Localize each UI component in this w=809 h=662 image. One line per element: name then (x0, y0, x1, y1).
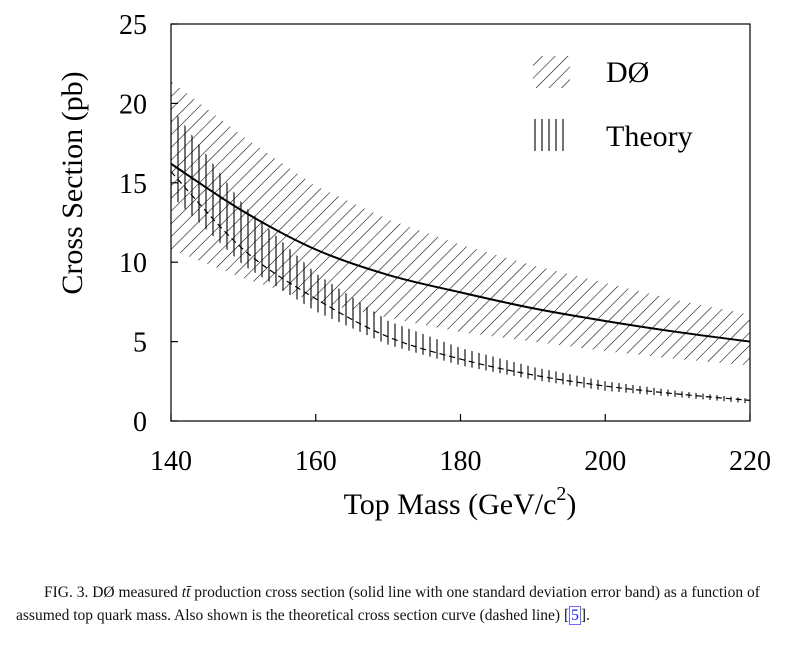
legend-swatch-theory (533, 119, 566, 151)
chart: 140 160 180 200 220 0 5 10 15 20 25 Top Mass (GeV… (56, 10, 771, 521)
legend-swatch-d0 (533, 56, 570, 88)
x-tick-label: 220 (729, 446, 771, 477)
y-axis-title: Cross Section (pb) (56, 71, 89, 294)
series-line-d0 (171, 162, 750, 343)
bands (171, 81, 750, 404)
x-axis-title: Top Mass (GeV/c2) (344, 483, 577, 521)
lines (171, 162, 750, 401)
caption-text-2: production cross section (solid line wit… (16, 584, 760, 624)
y-axis-ticks: 0 5 10 15 20 25 (119, 10, 178, 438)
caption-tt: tt̄ (181, 584, 191, 601)
x-tick-label: 160 (295, 446, 337, 477)
y-tick-label: 10 (119, 248, 147, 279)
x-tick-label: 140 (150, 446, 192, 477)
caption-text-1: FIG. 3. DØ measured (44, 584, 182, 601)
caption-text-3: ]. (580, 607, 590, 624)
x-tick-label: 200 (584, 446, 626, 477)
legend: DØ Theory (533, 56, 693, 153)
legend-label-theory: Theory (606, 120, 693, 153)
band-theory (171, 106, 750, 404)
y-tick-label: 20 (119, 89, 147, 120)
x-tick-label: 180 (440, 446, 482, 477)
y-tick-label: 15 (119, 169, 147, 200)
reference-link[interactable]: 5 (569, 606, 581, 625)
x-axis-ticks: 140 160 180 200 220 (150, 414, 771, 477)
legend-label-d0: DØ (606, 56, 649, 89)
series-line-theory (171, 171, 750, 401)
figure-caption: FIG. 3. DØ measured tt̄ production cross… (16, 581, 796, 627)
y-tick-label: 0 (133, 407, 147, 438)
y-tick-label: 5 (133, 328, 147, 359)
y-tick-label: 25 (119, 10, 147, 41)
